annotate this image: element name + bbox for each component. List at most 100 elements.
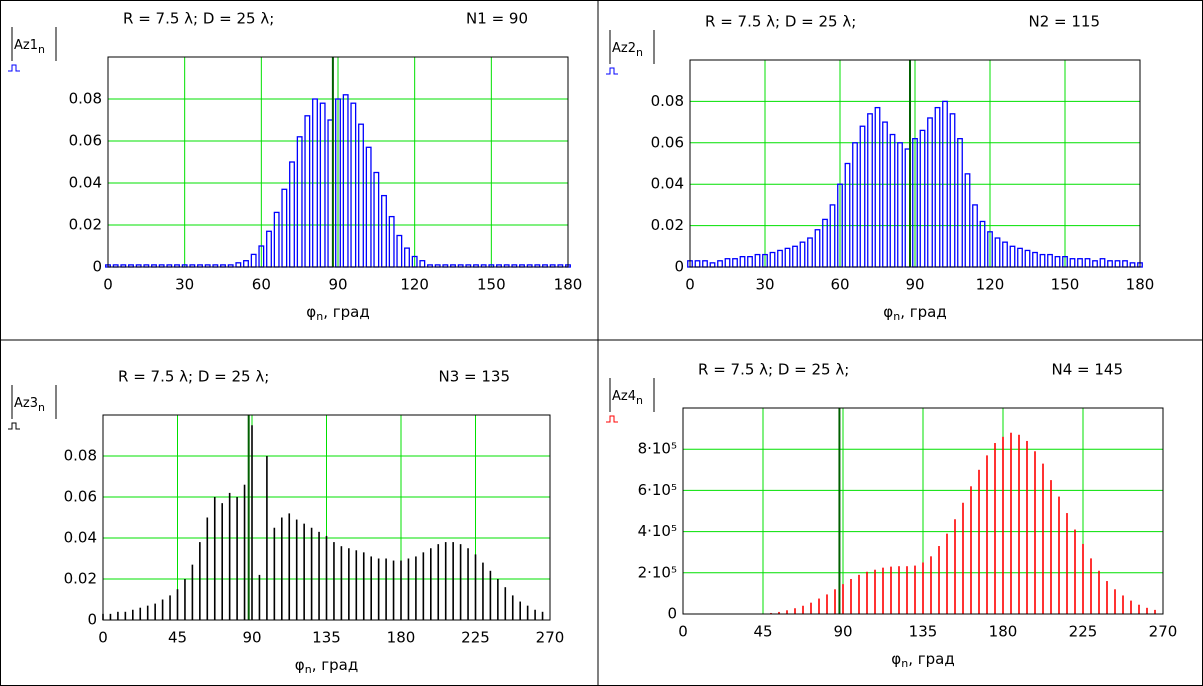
y-tick-label: 0 <box>674 258 684 276</box>
bar <box>161 599 164 620</box>
bar <box>333 542 335 620</box>
bar <box>754 253 761 268</box>
x-tick-label: 180 <box>554 276 583 294</box>
y-tick-label: 4·10⁵ <box>638 522 677 540</box>
bar <box>769 251 776 268</box>
bar <box>770 612 772 614</box>
x-tick-label: 225 <box>461 629 490 647</box>
text-part: φ <box>306 303 316 321</box>
x-tick-label: 180 <box>387 629 416 647</box>
bar <box>362 552 365 620</box>
bar <box>979 220 986 268</box>
bar <box>350 102 357 268</box>
bar <box>281 188 288 268</box>
bar <box>221 503 223 620</box>
bar <box>467 548 469 620</box>
bar <box>717 260 723 268</box>
bar <box>489 570 492 620</box>
bar <box>994 443 996 614</box>
bar <box>1066 513 1068 614</box>
y-tick-label: 0.08 <box>69 90 102 108</box>
bar <box>1092 260 1098 268</box>
x-tick-label: 150 <box>477 276 506 294</box>
x-tick-label: 90 <box>328 276 347 294</box>
annotation: N3 = 135 <box>439 368 511 386</box>
y-axis-label: Az3n <box>14 396 45 415</box>
bar <box>802 605 804 614</box>
bar <box>377 558 380 620</box>
bar <box>1098 570 1100 614</box>
text-part: n <box>636 46 643 59</box>
bar <box>949 113 956 268</box>
bar <box>1107 260 1113 268</box>
bar <box>132 609 134 620</box>
bar <box>882 567 884 614</box>
bar <box>724 258 731 268</box>
bar <box>844 162 851 268</box>
y-tick-label: 0.06 <box>64 488 97 506</box>
x-axis-label: φn, град <box>295 656 358 677</box>
bar <box>1114 260 1121 268</box>
x-tick-label: 45 <box>168 629 187 647</box>
legend-symbol <box>606 415 618 423</box>
bar <box>1122 595 1124 614</box>
y-tick-label: 0.04 <box>651 175 684 193</box>
bar <box>1099 258 1106 268</box>
bar <box>810 602 812 614</box>
bar <box>938 546 940 614</box>
bar <box>266 456 268 620</box>
text-part: n <box>636 394 643 407</box>
bar <box>381 194 387 268</box>
bar <box>355 550 358 620</box>
text-part: Az2 <box>612 41 636 56</box>
bar <box>400 560 402 620</box>
bar <box>972 204 978 268</box>
bar <box>784 247 791 268</box>
bar <box>807 237 813 268</box>
text-part: Az1 <box>14 38 38 53</box>
bar <box>235 262 242 268</box>
x-tick-label: 180 <box>989 623 1018 641</box>
bar <box>206 517 209 620</box>
y-tick-label: 8·10⁵ <box>638 440 677 458</box>
bar <box>874 106 881 268</box>
x-axis-label: φn, град <box>883 303 946 324</box>
bar <box>452 542 454 620</box>
bar <box>1114 589 1116 614</box>
bar <box>786 610 788 614</box>
annotation: N1 = 90 <box>466 10 528 28</box>
bar <box>858 574 860 614</box>
x-tick-label: 120 <box>400 276 429 294</box>
bar <box>927 117 933 268</box>
bar <box>325 535 328 620</box>
bar <box>385 558 387 620</box>
bar <box>1017 247 1023 268</box>
bar <box>898 566 900 614</box>
x-axis-label: φn, град <box>891 650 954 671</box>
text-part: , град <box>908 650 955 668</box>
text-part: n <box>893 310 900 323</box>
bar <box>388 215 395 268</box>
bar <box>365 146 372 268</box>
bar <box>1047 253 1053 268</box>
chart-title: R = 7.5 λ; D = 25 λ; <box>705 13 856 31</box>
bar <box>236 497 238 620</box>
text-part: , град <box>900 303 947 321</box>
bar <box>814 229 821 268</box>
bar <box>370 556 372 620</box>
y-tick-label: 0.04 <box>64 529 97 547</box>
bar <box>373 171 380 268</box>
bar <box>358 123 364 268</box>
bar <box>251 425 253 620</box>
bar <box>859 125 866 268</box>
x-tick-label: 90 <box>242 629 261 647</box>
bar <box>146 605 149 620</box>
bar <box>842 584 844 614</box>
annotation: N4 = 145 <box>1052 361 1124 379</box>
bar <box>709 262 716 268</box>
bar <box>964 173 971 268</box>
bar <box>934 106 941 268</box>
y-tick-label: 0 <box>667 605 677 623</box>
text-part: n <box>38 43 45 56</box>
